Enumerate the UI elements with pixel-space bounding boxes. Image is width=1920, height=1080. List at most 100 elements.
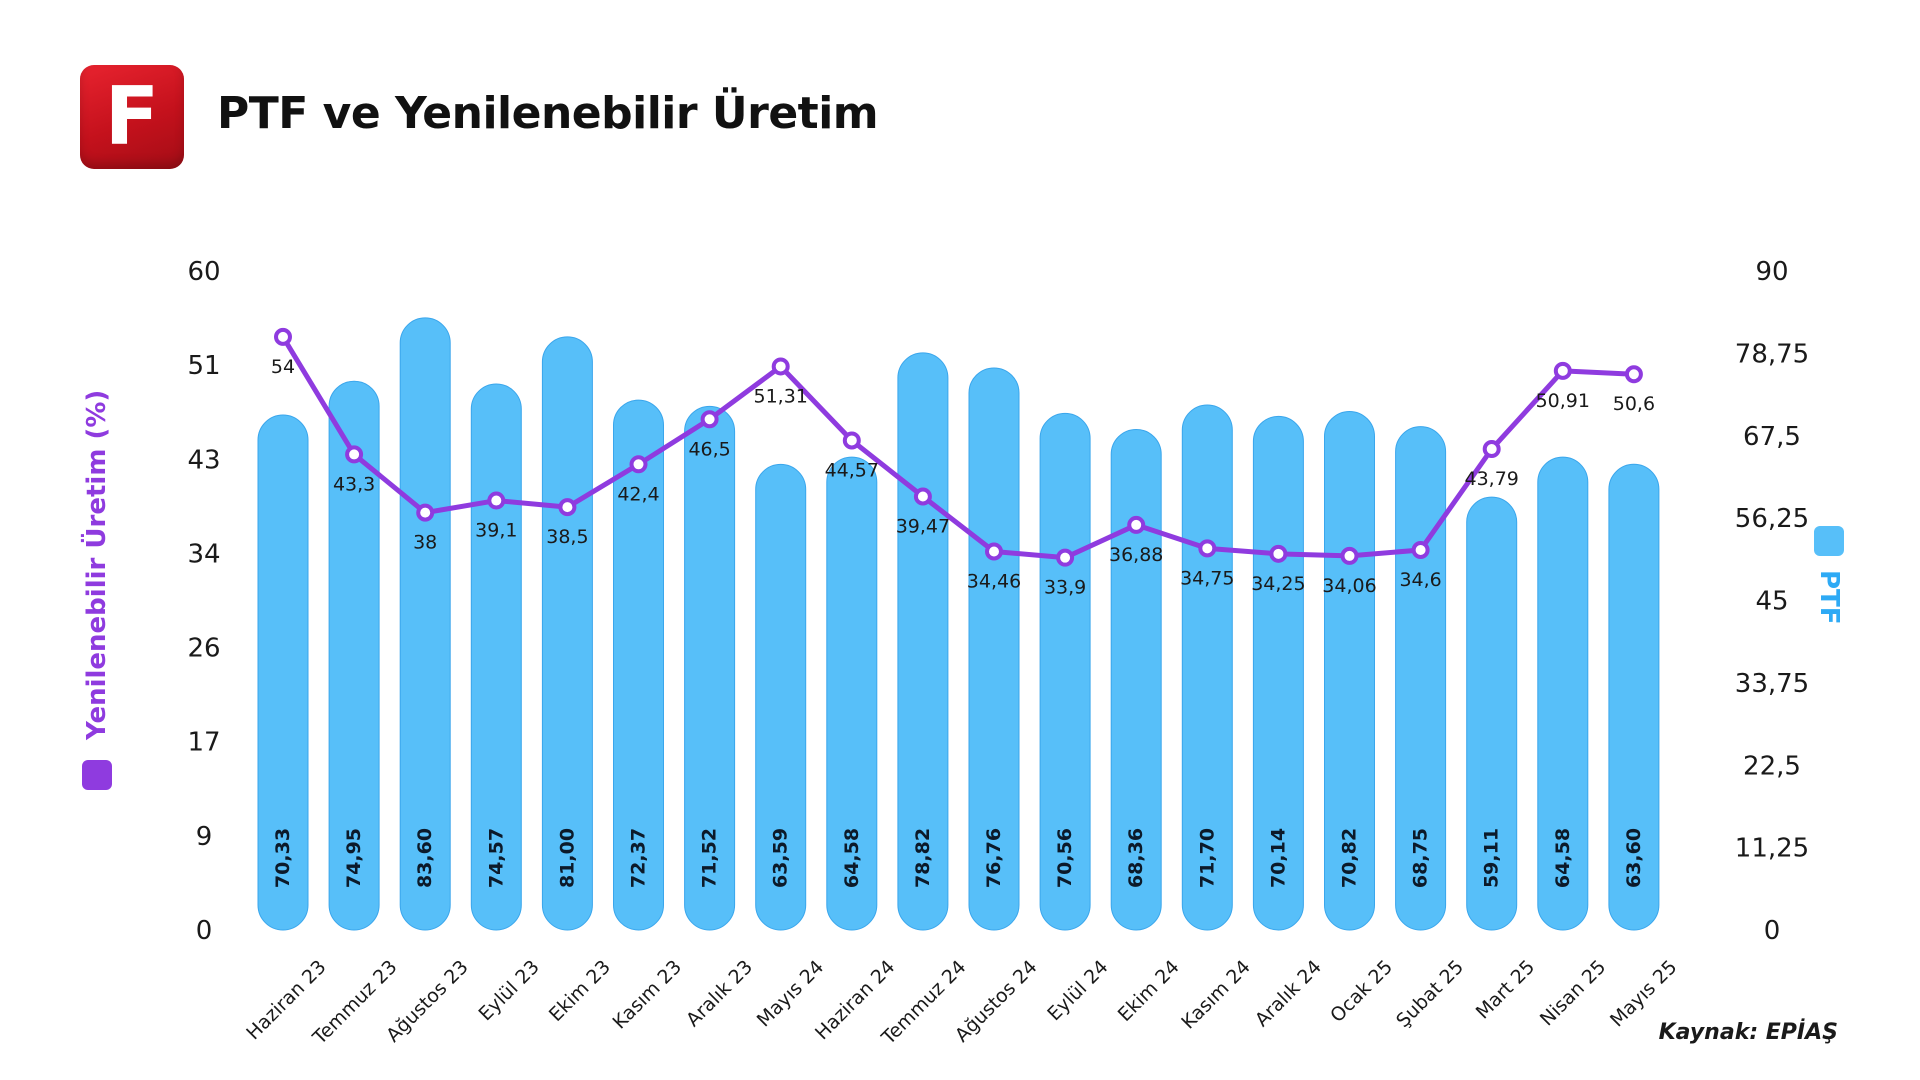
left-axis-tick: 9: [196, 822, 213, 852]
legend-swatch-renewable: [82, 760, 112, 790]
renewable-point: [985, 542, 1003, 561]
renewable-point-label: 43,79: [1464, 468, 1518, 490]
renewable-point: [771, 357, 790, 376]
renewable-point: [1411, 540, 1430, 559]
ptf-bar: [328, 380, 380, 931]
ptf-bar: [1324, 410, 1375, 931]
ptf-bar-label: 78,82: [912, 828, 934, 888]
source-note: Kaynak: EPİAŞ: [1658, 1020, 1838, 1045]
right-axis-tick: 0: [1764, 916, 1781, 946]
renewable-point: [1198, 539, 1217, 558]
renewable-point: [416, 503, 435, 522]
ptf-bar-label: 74,57: [485, 828, 507, 888]
ptf-bar-label: 70,56: [1054, 828, 1076, 888]
renewable-point: [1269, 544, 1288, 563]
renewable-point-label: 34,6: [1399, 569, 1441, 591]
left-axis-tick: 43: [187, 445, 220, 475]
left-axis-title: Yenilenebilir Üretim (%): [79, 390, 112, 741]
right-axis-tick: 67,5: [1743, 422, 1801, 452]
left-axis-tick: 17: [187, 728, 220, 758]
renewable-point: [1624, 365, 1643, 384]
x-axis-label: Kasım 24: [1177, 956, 1255, 1034]
left-axis-tick: 60: [187, 257, 220, 287]
right-axis-tick: 11,25: [1735, 834, 1809, 864]
right-axis-tick: 22,5: [1743, 751, 1801, 781]
renewable-point: [1340, 546, 1359, 565]
ptf-bar: [1608, 463, 1660, 931]
renewable-point-label: 33,9: [1044, 577, 1086, 599]
renewable-point-label: 44,57: [825, 459, 879, 481]
ptf-bar-label: 83,60: [414, 828, 436, 888]
ptf-bar: [399, 317, 451, 931]
ptf-bar: [613, 399, 664, 931]
ptf-bar-label: 72,37: [628, 828, 650, 888]
renewable-point: [487, 491, 506, 510]
ptf-bar-label: 63,60: [1623, 828, 1645, 888]
renewable-point: [558, 498, 577, 517]
x-axis-label: Eylül 23: [474, 956, 543, 1025]
logo-letter: F: [104, 70, 160, 163]
ptf-bar: [968, 367, 1020, 931]
renewable-point: [700, 410, 719, 429]
renewable-point-label: 38,5: [546, 526, 588, 548]
ptf-bar: [684, 405, 736, 931]
ptf-bar-label: 64,58: [1552, 828, 1574, 888]
ptf-bar-label: 81,00: [556, 828, 578, 888]
ptf-bar: [470, 383, 522, 931]
renewable-point: [345, 445, 364, 464]
x-axis-label: Nisan 25: [1536, 956, 1610, 1030]
renewable-point-label: 36,88: [1109, 544, 1163, 566]
x-axis-label: Şubat 25: [1392, 956, 1468, 1032]
renewable-point-label: 54: [271, 356, 295, 378]
x-axis-label: Mayıs 24: [753, 956, 828, 1031]
ptf-bar: [826, 456, 878, 931]
ptf-bar-label: 74,95: [343, 828, 365, 888]
right-axis-tick: 90: [1755, 257, 1788, 287]
x-axis-label: Ekim 23: [545, 956, 615, 1026]
renewable-point-label: 46,5: [688, 438, 730, 460]
right-axis-tick: 78,75: [1735, 339, 1809, 369]
renewable-point-label: 38: [413, 532, 437, 554]
right-axis-title: PTF: [1814, 570, 1844, 625]
renewable-point-label: 34,25: [1251, 573, 1305, 595]
ptf-bar-label: 63,59: [770, 828, 792, 888]
renewable-point: [274, 327, 292, 346]
renewable-point: [1056, 548, 1075, 567]
ptf-bar-label: 68,36: [1125, 828, 1147, 888]
renewable-point: [629, 455, 648, 474]
renewable-point-label: 34,75: [1180, 567, 1234, 589]
left-axis-tick: 51: [187, 351, 220, 381]
right-axis-tick: 56,25: [1735, 504, 1809, 534]
ptf-bar-label: 70,82: [1339, 828, 1361, 888]
x-axis-label: Aralık 24: [1251, 956, 1326, 1031]
left-axis-tick: 26: [187, 634, 220, 664]
brand-logo: F: [80, 65, 184, 169]
x-axis-label: Ekim 24: [1114, 956, 1184, 1026]
renewable-point-label: 50,91: [1536, 390, 1590, 412]
renewable-line: [280, 334, 1637, 561]
ptf-bar-label: 64,58: [841, 828, 863, 888]
renewable-point: [842, 431, 861, 450]
legend-swatch-ptf: [1814, 526, 1844, 556]
ptf-bar: [1039, 412, 1091, 931]
ptf-bar: [1537, 456, 1589, 931]
ptf-bar: [755, 463, 807, 931]
ptf-bar: [1252, 415, 1304, 931]
ptf-bar-label: 71,52: [699, 828, 721, 888]
right-axis-tick: 45: [1755, 587, 1788, 617]
ptf-bar-label: 70,33: [272, 828, 294, 888]
renewable-point-label: 51,31: [753, 385, 807, 407]
renewable-point-label: 34,06: [1322, 575, 1376, 597]
x-axis-label: Kasım 23: [608, 956, 686, 1034]
ptf-bar-label: 68,75: [1410, 828, 1432, 888]
x-axis-label: Ocak 25: [1326, 956, 1397, 1027]
renewable-point: [913, 487, 932, 506]
x-axis-label: Aralık 23: [682, 956, 757, 1031]
x-axis-label: Mart 25: [1472, 956, 1540, 1024]
ptf-bar: [541, 336, 593, 931]
right-axis-tick: 33,75: [1735, 669, 1809, 699]
ptf-bar: [897, 352, 949, 931]
ptf-bar-label: 59,11: [1481, 828, 1503, 888]
renewable-point-label: 34,46: [967, 571, 1021, 593]
